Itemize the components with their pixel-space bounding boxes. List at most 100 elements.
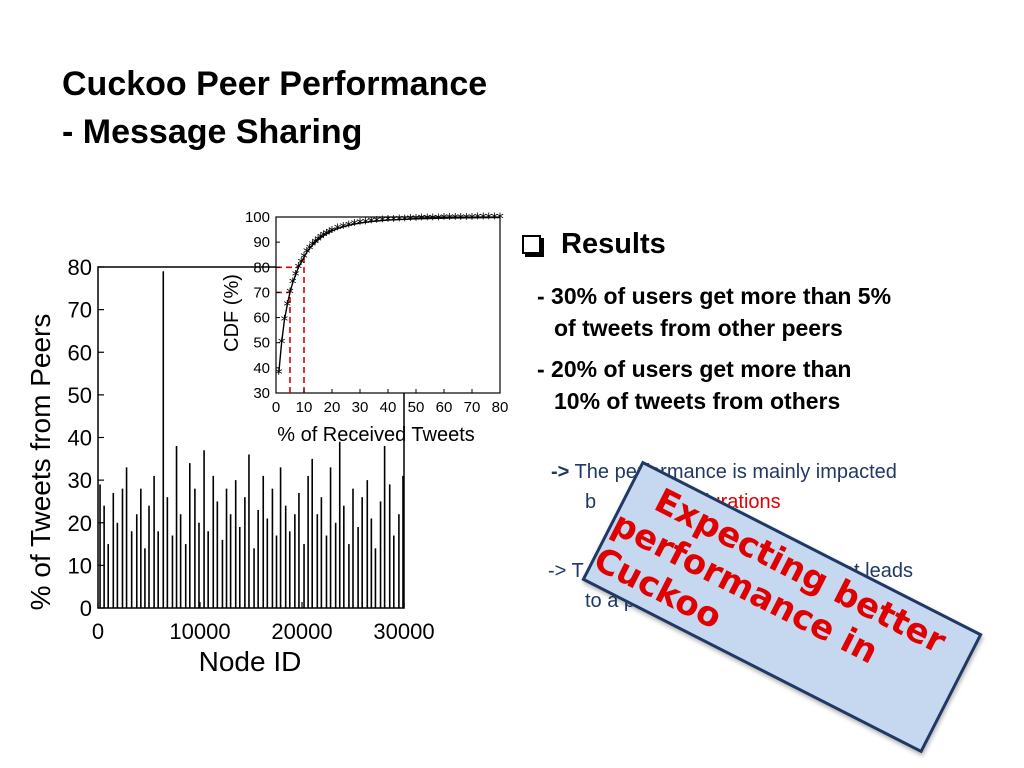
checkbox-bullet-icon bbox=[522, 235, 541, 254]
cdf-x-tick-label: 40 bbox=[380, 399, 397, 416]
cdf-x-tick-label: 80 bbox=[492, 399, 509, 416]
cdf-star-marker: * bbox=[292, 267, 300, 285]
cdf-star-marker: * bbox=[468, 210, 476, 228]
y-tick-label: 10 bbox=[68, 553, 92, 578]
cdf-star-marker: * bbox=[435, 210, 443, 228]
cdf-star-marker: * bbox=[323, 226, 331, 244]
point-2-line-1: - 20% of users get more than bbox=[537, 356, 852, 382]
cdf-y-tick-label: 80 bbox=[253, 259, 270, 276]
cdf-x-tick-label: 60 bbox=[436, 399, 453, 416]
cdf-star-marker: * bbox=[297, 254, 305, 272]
cdf-y-tick-label: 100 bbox=[245, 209, 270, 226]
bar-chart-bars bbox=[99, 271, 404, 608]
cdf-star-marker: * bbox=[334, 221, 342, 239]
cdf-star-marker: * bbox=[418, 211, 426, 229]
cdf-star-marker: * bbox=[401, 211, 409, 229]
y-tick-label: 50 bbox=[68, 383, 92, 408]
cdf-star-marker: * bbox=[300, 249, 308, 267]
cdf-star-marker: * bbox=[311, 234, 319, 252]
cdf-star-marker: * bbox=[485, 210, 493, 228]
point-2-line-2: 10% of tweets from others bbox=[554, 388, 841, 414]
cdf-plot-background bbox=[276, 217, 500, 393]
cdf-star-marker: * bbox=[289, 274, 297, 292]
point-1-line-2: of tweets from other peers bbox=[554, 315, 843, 341]
note-2-text-a1: T bbox=[571, 560, 584, 582]
y-tick-label: 20 bbox=[68, 511, 92, 536]
cdf-star-marker: * bbox=[367, 214, 375, 232]
cdf-star-marker: * bbox=[446, 210, 454, 228]
y-tick-label: 80 bbox=[68, 255, 92, 280]
results-point-2: - 20% of users get more than 10% of twee… bbox=[537, 353, 851, 417]
cdf-star-marker: * bbox=[384, 212, 392, 230]
y-tick-label: 70 bbox=[68, 298, 92, 323]
cdf-star-marker: * bbox=[463, 210, 471, 228]
cdf-star-marker: * bbox=[457, 210, 465, 228]
cdf-y-tick-label: 70 bbox=[253, 284, 270, 301]
cdf-x-tick-label: 30 bbox=[352, 399, 369, 416]
cdf-chart-ticks: 0 10 20 30 40 50 60 70 80 30 40 50 60 70 80 90 100 bbox=[245, 209, 508, 416]
cdf-x-tick-label: 10 bbox=[296, 399, 313, 416]
bar-chart-x-axis-label: Node ID bbox=[199, 646, 302, 677]
cdf-star-marker: * bbox=[339, 219, 347, 237]
cdf-star-marker: * bbox=[286, 284, 294, 302]
cdf-star-marker: * bbox=[345, 217, 353, 235]
x-tick-label: 10000 bbox=[169, 619, 230, 644]
cdf-star-marker: * bbox=[379, 213, 387, 231]
cdf-star-marker: * bbox=[440, 210, 448, 228]
x-tick-label: 20000 bbox=[271, 619, 332, 644]
cdf-star-marker: * bbox=[407, 211, 415, 229]
note-1-arrow: -> bbox=[551, 461, 570, 483]
cdf-star-marker: * bbox=[451, 210, 459, 228]
cdf-star-marker: * bbox=[373, 213, 381, 231]
cdf-y-tick-label: 60 bbox=[253, 310, 270, 327]
cdf-star-marker: * bbox=[314, 232, 322, 250]
note-1-text-b1: b bbox=[585, 491, 597, 513]
cdf-star-marker: * bbox=[479, 210, 487, 228]
title-line-2: - Message Sharing bbox=[62, 113, 363, 151]
cdf-star-marker: * bbox=[320, 228, 328, 246]
cdf-star-marker: * bbox=[303, 244, 311, 262]
cdf-star-marker: * bbox=[390, 212, 398, 230]
y-tick-label: 40 bbox=[68, 426, 92, 451]
cdf-y-tick-label: 90 bbox=[253, 234, 270, 251]
cdf-star-marker: * bbox=[306, 240, 314, 258]
cdf-star-marker: * bbox=[281, 312, 289, 330]
slide-title: Cuckoo Peer Performance - Message Sharin… bbox=[62, 60, 487, 156]
cdf-star-marker: * bbox=[356, 215, 364, 233]
y-tick-label: 60 bbox=[68, 340, 92, 365]
point-1-line-1: - 30% of users get more than 5% bbox=[537, 283, 892, 309]
cdf-x-tick-label: 70 bbox=[464, 399, 481, 416]
title-line-1: Cuckoo Peer Performance bbox=[62, 65, 488, 103]
results-heading: Results bbox=[522, 228, 666, 261]
cdf-x-tick-label: 20 bbox=[324, 399, 341, 416]
cdf-y-tick-label: 30 bbox=[253, 385, 270, 402]
cdf-star-marker: * bbox=[278, 335, 286, 353]
bar-chart-ticks: 0 10000 20000 30000 0 10 20 30 40 50 60 70 80 bbox=[68, 255, 435, 644]
cdf-star-marker: * bbox=[429, 210, 437, 228]
y-tick-label: 0 bbox=[80, 596, 92, 621]
cdf-star-marker: * bbox=[362, 214, 370, 232]
cdf-star-marker: * bbox=[309, 237, 317, 255]
cdf-y-axis-label: CDF (%) bbox=[221, 274, 243, 352]
cdf-star-marker: * bbox=[423, 211, 431, 229]
results-point-1: - 30% of users get more than 5% of tweet… bbox=[537, 280, 891, 344]
cdf-star-marker: * bbox=[491, 210, 499, 228]
cdf-star-marker: * bbox=[395, 212, 403, 230]
note-2-arrow: -> bbox=[548, 560, 567, 582]
cdf-y-tick-label: 40 bbox=[253, 360, 270, 377]
cdf-curve bbox=[278, 216, 501, 373]
cdf-star-marker: * bbox=[295, 259, 303, 277]
note-1: -> The performance is mainly impacted bbox=[551, 457, 897, 487]
cdf-x-tick-label: 50 bbox=[408, 399, 425, 416]
cdf-star-marker: * bbox=[351, 216, 359, 234]
cdf-star-marker: * bbox=[283, 297, 291, 315]
cdf-x-axis-label: % of Received Tweets bbox=[277, 424, 475, 446]
x-tick-label: 30000 bbox=[373, 619, 434, 644]
cdf-x-tick-label: 0 bbox=[272, 399, 280, 416]
bar-chart-y-axis-label: % of Tweets from Peers bbox=[25, 314, 56, 611]
cdf-star-marker: * bbox=[325, 224, 333, 242]
cdf-star-marker: * bbox=[412, 211, 420, 229]
cdf-y-tick-label: 50 bbox=[253, 335, 270, 352]
